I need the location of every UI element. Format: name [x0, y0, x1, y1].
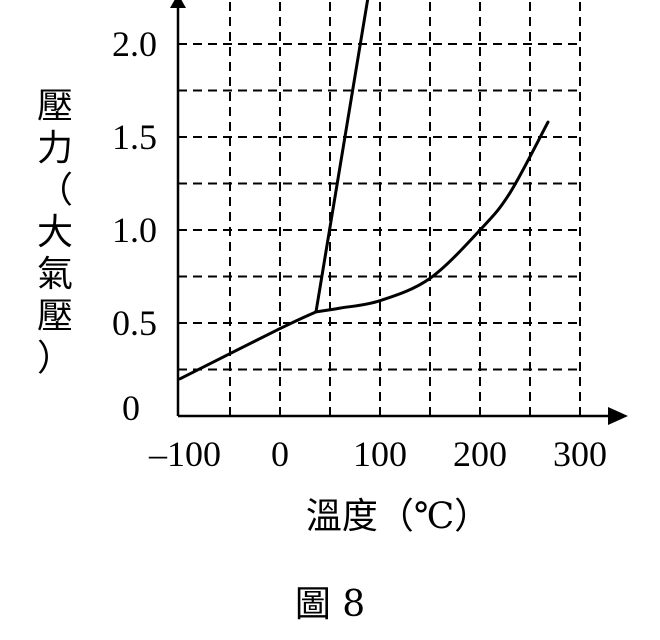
series-line-3: [314, 120, 550, 314]
grid-lines: [178, 0, 581, 416]
y-tick-label: 1.5: [112, 117, 157, 157]
x-axis-label: 溫度（℃）: [306, 496, 490, 537]
y-tick-label: 0: [122, 388, 140, 428]
y-tick-label: 2.0: [112, 24, 157, 64]
y-tick-label: 1.0: [112, 210, 157, 250]
y-tick-label: 0.5: [112, 303, 157, 343]
axes: [170, 0, 628, 425]
x-tick-label: 0: [271, 434, 289, 474]
series-line-1: [178, 310, 318, 381]
x-axis-arrow: [608, 407, 628, 425]
curves: [178, 0, 550, 381]
x-tick-label: 100: [353, 434, 407, 474]
series-line-2: [314, 0, 370, 314]
y-axis-label: 壓力（大氣壓）: [37, 86, 73, 379]
x-tick-label: 200: [453, 434, 507, 474]
x-tick-label: 300: [553, 434, 607, 474]
x-tick-label: –100: [148, 434, 221, 474]
figure-caption: 圖 8: [295, 584, 365, 625]
y-axis-arrow: [170, 0, 186, 8]
